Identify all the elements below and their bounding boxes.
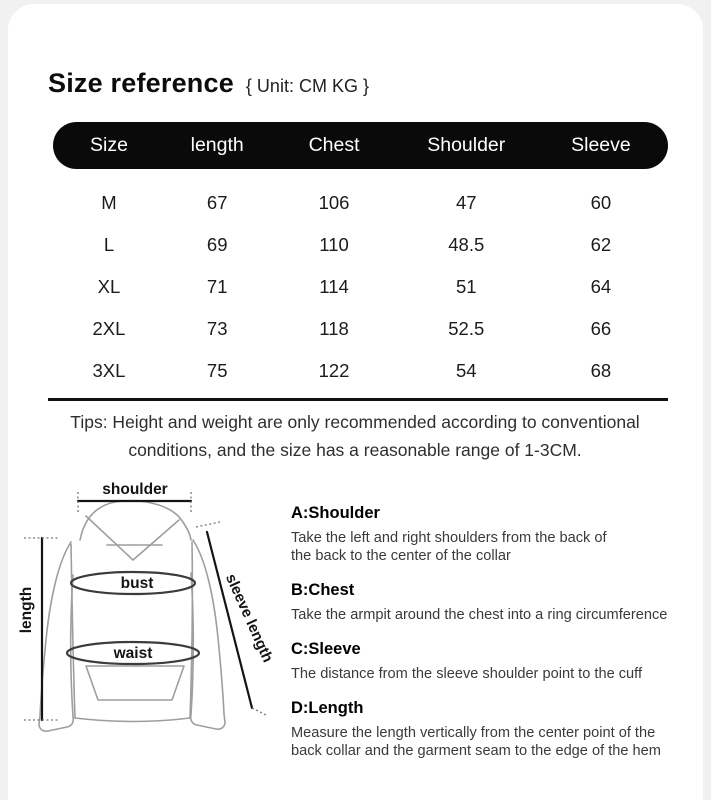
header-cell-shoulder: Shoulder [427, 134, 506, 156]
waist-girth-line [65, 640, 201, 666]
waist-label: waist [113, 645, 153, 662]
guide-body-sleeve: The distance from the sleeve shoulder po… [291, 665, 642, 682]
size-table-header: Size length Chest Shoulder Sleeve [53, 122, 668, 169]
header-cell-size: Size [89, 134, 128, 156]
value-cell: 71 [206, 276, 228, 297]
value-cell: 62 [590, 234, 612, 255]
guide-body-length: Measure the length vertically from the c… [291, 724, 661, 759]
table-row: XL 71 114 51 64 [53, 266, 668, 308]
value-cell: 60 [590, 192, 612, 213]
guide-heading-length: D:Length [291, 698, 364, 717]
unit-note: { Unit: CM KG } [245, 76, 369, 96]
value-cell: 114 [319, 276, 349, 297]
value-cell: 73 [206, 318, 228, 339]
guide-body-chest: Take the armpit around the chest into a … [291, 606, 668, 623]
size-cell: 2XL [92, 318, 126, 339]
value-cell: 48.5 [448, 234, 485, 255]
table-row: L 69 110 48.5 62 [53, 224, 668, 266]
hoodie-measurement-diagram: shoulder length bust waist sleeve length [16, 479, 279, 732]
table-bottom-divider [48, 398, 668, 401]
guide-heading-sleeve: C:Sleeve [291, 639, 361, 658]
measure-guide: A:Shoulder Take the left and right shoul… [291, 504, 703, 776]
shoulder-label: shoulder [102, 481, 167, 498]
size-cell: M [101, 192, 117, 213]
value-cell: 54 [455, 360, 477, 381]
value-cell: 106 [318, 192, 350, 213]
page-title: Size reference [48, 68, 234, 98]
bust-girth-line [69, 570, 197, 596]
value-cell: 118 [319, 318, 349, 339]
table-row: 2XL 73 118 52.5 66 [53, 308, 668, 350]
sleeve-measure-line [205, 530, 254, 710]
header-cell-length: length [190, 134, 244, 156]
length-label: length [18, 587, 35, 634]
value-cell: 75 [206, 360, 228, 381]
size-cell: L [103, 234, 115, 255]
table-row: 3XL 75 122 54 68 [53, 350, 668, 392]
size-table-body: M 67 106 47 60 L 69 110 48.5 62 XL 71 11… [53, 182, 668, 392]
value-cell: 52.5 [448, 318, 485, 339]
value-cell: 122 [318, 360, 350, 381]
hoodie-outline-drawing [38, 499, 226, 732]
guide-body-shoulder: Take the left and right shoulders from t… [291, 530, 607, 564]
header-cell-chest: Chest [308, 134, 360, 156]
value-cell: 67 [206, 192, 228, 213]
value-cell: 69 [206, 234, 228, 255]
tips-text: Tips: Height and weight are only recomme… [70, 412, 640, 460]
guide-heading-shoulder: A:Shoulder [291, 504, 380, 522]
size-cell: 3XL [92, 360, 126, 381]
value-cell: 51 [455, 276, 477, 297]
bust-label: bust [121, 575, 154, 592]
size-cell: XL [97, 276, 121, 297]
value-cell: 68 [590, 360, 612, 381]
header-cell-sleeve: Sleeve [571, 134, 631, 156]
guide-heading-chest: B:Chest [291, 580, 355, 599]
title-row: Size reference { Unit: CM KG } [48, 68, 369, 99]
value-cell: 64 [590, 276, 612, 297]
value-cell: 110 [319, 234, 349, 255]
value-cell: 66 [590, 318, 612, 339]
value-cell: 47 [455, 192, 477, 213]
table-row: M 67 106 47 60 [53, 182, 668, 224]
size-reference-card: Size reference { Unit: CM KG } Size leng… [8, 4, 703, 800]
size-table: Size length Chest Shoulder Sleeve M 67 1… [53, 122, 668, 392]
